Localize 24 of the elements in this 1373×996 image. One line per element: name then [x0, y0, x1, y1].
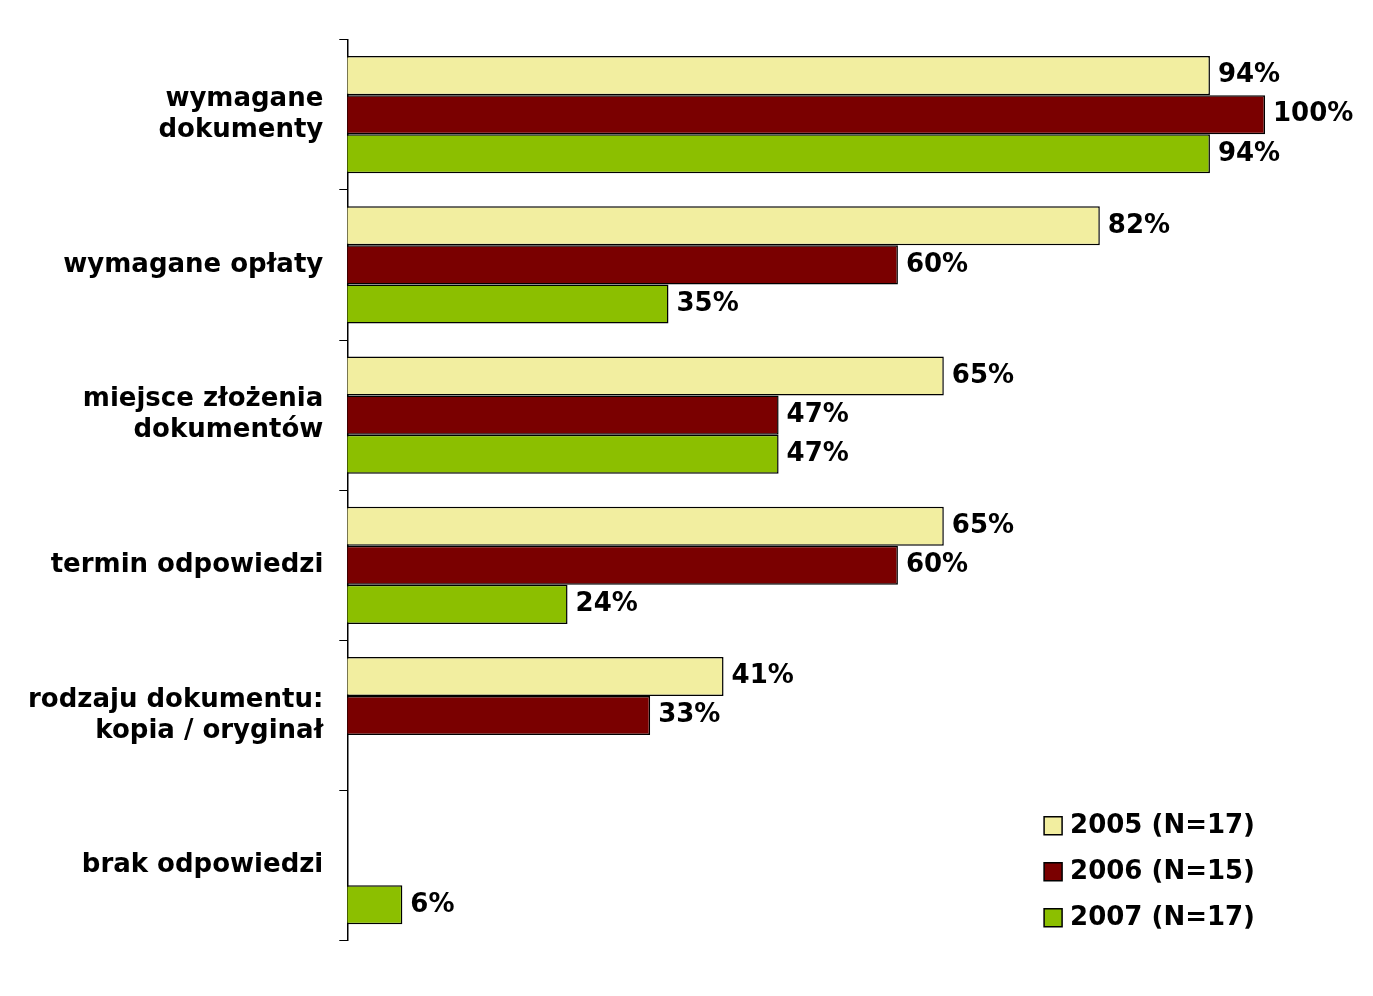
y-tick-label: termin odpowiedzi — [50, 548, 324, 579]
data-label: 35% — [676, 286, 739, 317]
data-label: 47% — [786, 436, 849, 467]
data-label: 24% — [575, 587, 638, 618]
legend-label: 2006 (N=15) — [1070, 854, 1256, 885]
data-label: 6% — [410, 887, 455, 918]
y-tick-label: rodzaju dokumentu: kopia / oryginał — [28, 682, 325, 744]
data-label: 60% — [905, 247, 969, 278]
data-label: 94% — [1217, 58, 1281, 89]
data-label: 47% — [786, 397, 849, 428]
legend-label: 2007 (N=17) — [1070, 900, 1256, 931]
data-label: 82% — [1107, 208, 1171, 239]
legend-label: 2005 (N=17) — [1070, 808, 1256, 839]
y-tick-label: brak odpowiedzi — [81, 848, 324, 879]
data-label: 60% — [905, 548, 969, 579]
data-label: 65% — [951, 358, 1015, 389]
y-tick-label: wymagane opłaty — [63, 247, 324, 278]
y-tick-label: wymagane dokumenty — [158, 81, 324, 144]
data-label: 94% — [1217, 136, 1281, 167]
data-label: 33% — [658, 698, 721, 729]
y-tick-label: miejsce złożenia dokumentów — [82, 382, 324, 444]
data-label: 100% — [1273, 97, 1354, 128]
data-label: 41% — [731, 659, 794, 690]
data-label: 65% — [951, 509, 1015, 539]
